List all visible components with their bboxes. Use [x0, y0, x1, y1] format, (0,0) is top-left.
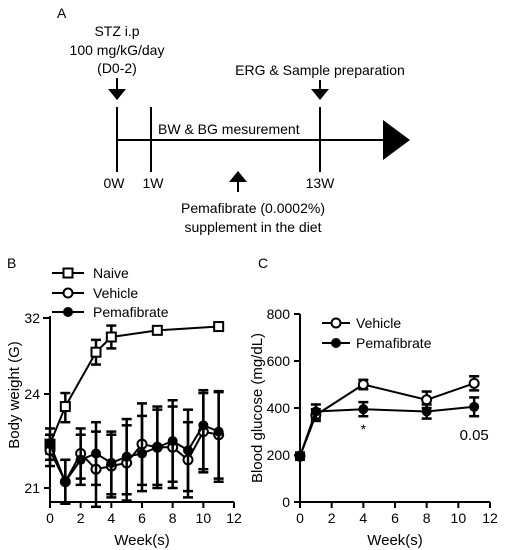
- data-point: [421, 394, 433, 406]
- x-tick-label: 4: [359, 510, 367, 526]
- y-tick-label: 24: [24, 386, 40, 402]
- legend-marker: [63, 307, 73, 317]
- y-axis-title: Body weight (G): [6, 341, 23, 449]
- treatment-line-2: 100 mg/kG/day: [70, 42, 165, 58]
- legend-marker: [331, 338, 341, 348]
- data-point: [59, 401, 71, 413]
- time-label-1w: 1W: [143, 175, 165, 191]
- x-tick-label: 2: [328, 510, 336, 526]
- panel-b-label: B: [7, 255, 16, 271]
- y-tick-label: 21: [24, 480, 40, 496]
- x-tick-label: 10: [196, 510, 212, 526]
- annotation: *: [361, 421, 367, 437]
- y-tick-label: 800: [267, 306, 291, 322]
- annotation: 0.05: [460, 427, 489, 444]
- measurement-label: BW & BG mesurement: [158, 121, 300, 137]
- y-axis-title: Blood glucose (mg/dL): [249, 333, 266, 483]
- x-tick-label: 4: [107, 510, 115, 526]
- x-tick-label: 12: [226, 510, 242, 526]
- time-label-13w: 13W: [306, 175, 336, 191]
- time-label-0w: 0W: [104, 175, 126, 191]
- x-axis-title: Week(s): [114, 532, 170, 549]
- y-tick-label: 600: [267, 353, 291, 369]
- x-tick-label: 6: [138, 510, 146, 526]
- legend-marker: [62, 267, 74, 279]
- series-line-0: [49, 325, 219, 445]
- data-point: [45, 439, 55, 450]
- data-point: [421, 406, 432, 417]
- data-point: [468, 377, 480, 389]
- x-tick-label: 0: [296, 510, 304, 526]
- data-point: [75, 454, 86, 465]
- legend-label: Naive: [93, 265, 129, 281]
- data-point: [469, 401, 480, 412]
- panel-a: A STZ i.p 100 mg/kG/day (D0-2) ERG & Sam…: [57, 5, 410, 235]
- legend-label: Vehicle: [93, 285, 138, 301]
- timeline-axis: [116, 107, 410, 172]
- legend-label: Vehicle: [356, 315, 401, 331]
- series-line-1: [49, 430, 219, 484]
- legend-marker: [62, 287, 74, 299]
- supplement-line-2: supplement in the diet: [185, 219, 322, 235]
- y-tick-label: 0: [282, 494, 290, 510]
- data-point: [167, 436, 178, 446]
- treatment-arrow: [108, 78, 126, 100]
- data-point: [60, 476, 71, 487]
- data-point: [198, 420, 209, 431]
- y-tick-label: 200: [267, 447, 291, 463]
- erg-label: ERG & Sample preparation: [235, 62, 405, 78]
- x-tick-label: 2: [77, 510, 85, 526]
- data-point: [90, 346, 102, 358]
- data-point: [213, 426, 224, 437]
- x-tick-label: 0: [46, 510, 54, 526]
- legend-label: Pemafibrate: [93, 304, 169, 320]
- supplement-line-1: Pemafibrate (0.0002%): [181, 200, 325, 216]
- data-point: [295, 451, 305, 462]
- x-tick-label: 12: [482, 510, 498, 526]
- legend-label: Pemafibrate: [356, 335, 432, 351]
- y-tick-label: 32: [24, 310, 40, 326]
- data-point: [213, 321, 225, 333]
- data-point: [183, 445, 193, 456]
- series-line-0: [299, 382, 475, 457]
- treatment-line-3: (D0-2): [97, 60, 137, 76]
- panel-a-label: A: [57, 5, 67, 21]
- data-point: [121, 451, 132, 462]
- x-tick-label: 10: [451, 510, 467, 526]
- data-point: [91, 448, 101, 459]
- series-line-1: [299, 405, 475, 457]
- x-tick-label: 6: [391, 510, 399, 526]
- treatment-line-1: STZ i.p: [94, 23, 139, 39]
- supplement-arrow: [229, 171, 247, 192]
- y-tick-label: 400: [267, 400, 291, 416]
- data-point: [106, 457, 117, 468]
- data-point: [105, 331, 117, 343]
- legend-marker: [330, 317, 342, 329]
- timeline-arrowhead: [383, 120, 410, 160]
- data-point: [152, 442, 163, 453]
- data-point: [358, 404, 369, 415]
- chart-blood-glucose: C 0 200 400 600 800 0 2 4 6 8 10 12 Week(s) Blood glu…: [249, 255, 498, 549]
- x-axis-title: Week(s): [367, 532, 423, 549]
- panel-c-label: C: [258, 255, 268, 271]
- data-point: [137, 448, 147, 459]
- data-point: [357, 379, 369, 390]
- data-point: [151, 324, 163, 336]
- x-tick-label: 8: [169, 510, 177, 526]
- erg-arrow: [311, 80, 329, 100]
- data-point: [310, 406, 321, 417]
- x-tick-label: 8: [423, 510, 431, 526]
